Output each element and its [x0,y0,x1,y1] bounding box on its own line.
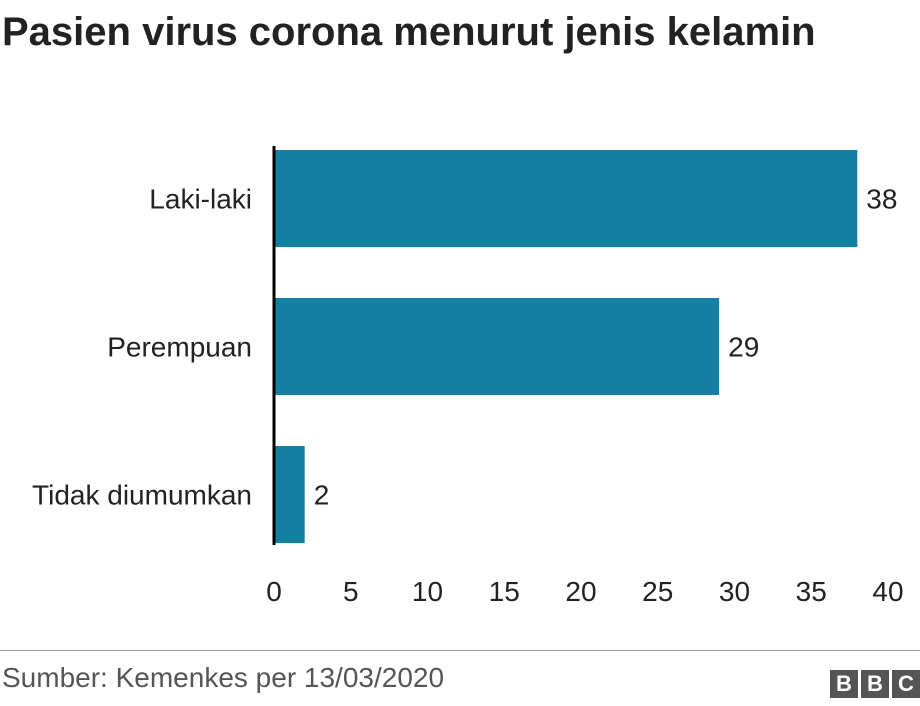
x-tick-label: 0 [266,576,282,607]
x-tick-label: 30 [719,576,750,607]
x-tick-label: 15 [489,576,520,607]
bar [274,150,858,247]
data-label: 29 [728,332,759,363]
category-label: Perempuan [107,332,252,363]
logo-letter: B [861,670,889,698]
source-note: Sumber: Kemenkes per 13/03/2020 [2,662,445,693]
x-tick-label: 35 [796,576,827,607]
footer-divider [0,650,920,651]
bar [274,298,720,395]
category-label: Laki-laki [149,184,252,215]
data-label: 38 [866,184,897,215]
data-label: 2 [314,480,330,511]
logo-letter: B [830,670,858,698]
x-tick-label: 40 [872,576,903,607]
logo-letter: C [892,670,920,698]
category-label: Tidak diumumkan [32,480,252,511]
bar [274,446,305,543]
x-tick-label: 10 [412,576,443,607]
x-tick-label: 20 [565,576,596,607]
x-tick-label: 5 [343,576,359,607]
bbc-logo: B B C [830,670,920,698]
x-tick-label: 25 [642,576,673,607]
chart-title: Pasien virus corona menurut jenis kelami… [2,10,816,54]
